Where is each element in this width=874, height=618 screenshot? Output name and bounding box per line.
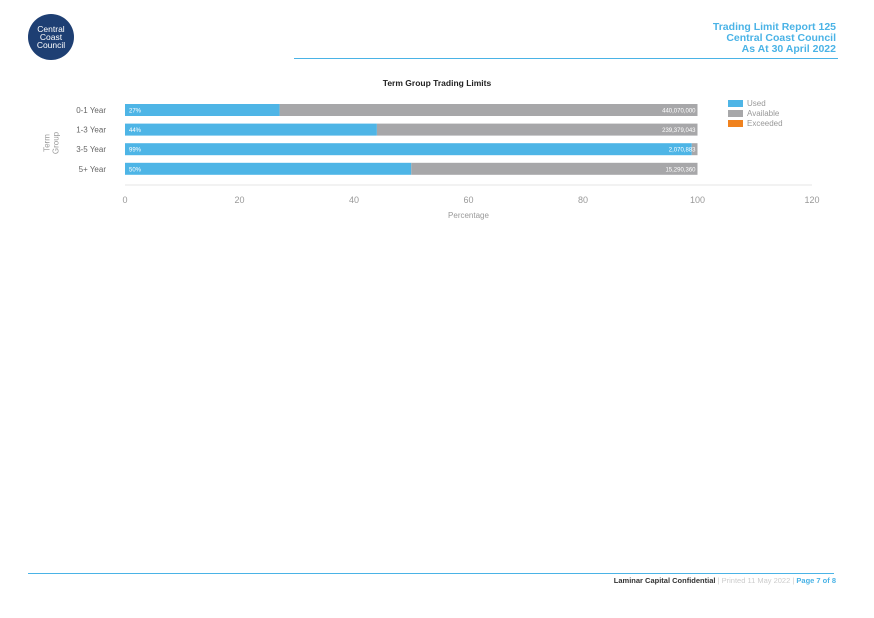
y-axis-label: Group xyxy=(52,131,61,154)
legend-item-used: Used xyxy=(728,98,783,108)
legend-label: Exceeded xyxy=(747,118,783,128)
bar-used xyxy=(125,143,692,156)
data-label-available: 15,290,360 xyxy=(665,167,696,173)
legend-swatch-exceeded xyxy=(728,119,743,127)
legend-label: Used xyxy=(747,98,766,108)
footer-confidential: Laminar Capital Confidential xyxy=(613,576,716,585)
logo-line: Council xyxy=(36,40,66,50)
data-label-available: 239,379,043 xyxy=(662,128,696,134)
x-tick-label: 60 xyxy=(463,195,473,205)
data-label-used: 44% xyxy=(129,128,142,134)
x-axis-label: Percentage xyxy=(448,211,489,220)
category-label: 1-3 Year xyxy=(76,126,106,135)
data-label-available: 440,070,000 xyxy=(662,109,696,115)
page-footer: Laminar Capital Confidential | Printed 1… xyxy=(614,576,836,585)
legend-swatch-available xyxy=(728,109,743,117)
report-header: Trading Limit Report 125 Central Coast C… xyxy=(713,22,836,55)
report-date: As At 30 April 2022 xyxy=(741,43,836,55)
category-label: 3-5 Year xyxy=(76,145,106,154)
x-tick-label: 100 xyxy=(690,195,705,205)
term-group-chart: 27% 440,070,000 0-1 Year 44% 239,379,043 1-3 … xyxy=(43,104,820,220)
bar-used xyxy=(125,162,412,175)
logo-line: Coast xyxy=(39,32,63,42)
report-title: Trading Limit Report 125 xyxy=(712,21,836,33)
bar-used xyxy=(125,104,280,116)
bar-available xyxy=(691,143,698,156)
x-tick-label: 40 xyxy=(349,195,359,205)
data-label-used: 27% xyxy=(129,109,142,115)
council-logo: Central Coast Council xyxy=(28,14,74,60)
legend-swatch-used xyxy=(728,99,743,107)
bar-available xyxy=(376,123,698,136)
footer-page-number: Page 7 of 8 xyxy=(796,576,836,585)
footer-separator: | xyxy=(715,576,722,585)
chart-legend: Used Available Exceeded xyxy=(728,98,783,128)
bar-used xyxy=(125,123,377,136)
y-axis-label: Term xyxy=(43,134,52,152)
footer-divider xyxy=(28,573,834,574)
logo-line: Central xyxy=(37,24,65,34)
header-divider xyxy=(294,58,838,59)
category-label: 5+ Year xyxy=(79,165,107,174)
bar-available xyxy=(411,162,698,175)
legend-item-exceeded: Exceeded xyxy=(728,118,783,128)
data-label-available: 2,070,883 xyxy=(669,148,696,154)
council-name: Central Coast Council xyxy=(726,32,836,44)
x-tick-label: 80 xyxy=(578,195,588,205)
bar-available xyxy=(279,104,698,116)
legend-item-available: Available xyxy=(728,108,783,118)
x-tick-label: 0 xyxy=(122,195,127,205)
footer-separator: | xyxy=(790,576,797,585)
footer-printed-date: Printed 11 May 2022 xyxy=(721,576,791,585)
data-label-used: 99% xyxy=(129,148,142,154)
chart-title: Term Group Trading Limits xyxy=(382,78,492,88)
category-label: 0-1 Year xyxy=(76,106,106,115)
data-label-used: 50% xyxy=(129,167,142,173)
x-tick-label: 20 xyxy=(234,195,244,205)
legend-label: Available xyxy=(747,108,780,118)
x-tick-label: 120 xyxy=(804,195,819,205)
